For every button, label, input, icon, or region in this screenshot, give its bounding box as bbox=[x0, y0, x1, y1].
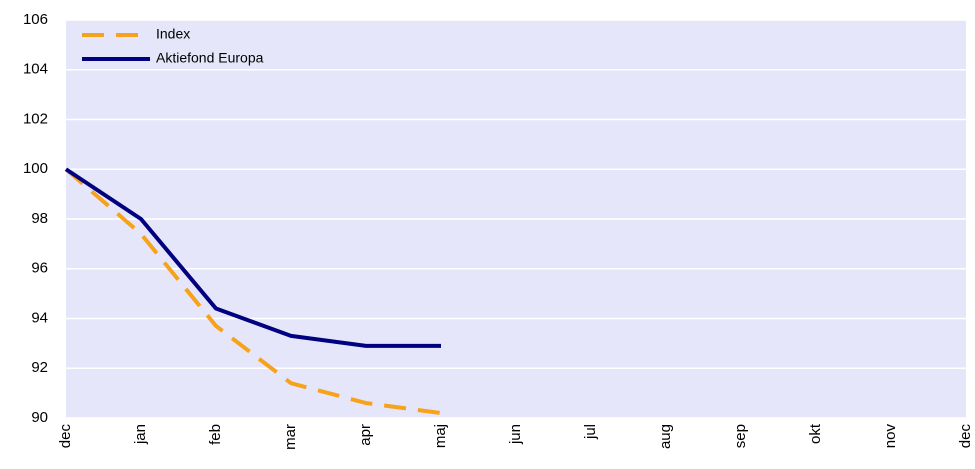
legend-label: Aktiefond Europa bbox=[156, 50, 264, 66]
x-tick-label: aug bbox=[657, 424, 674, 449]
series-line bbox=[64, 167, 442, 416]
series-line bbox=[64, 167, 441, 348]
x-tick-label: jul bbox=[582, 424, 599, 440]
y-tick-label: 102 bbox=[23, 110, 48, 127]
y-tick-label: 96 bbox=[31, 260, 48, 277]
y-tick-label: 106 bbox=[23, 11, 48, 28]
x-tick-label: jan bbox=[132, 424, 149, 445]
y-tick-label: 98 bbox=[31, 210, 48, 227]
x-tick-label: mar bbox=[282, 424, 299, 450]
y-tick-label: 104 bbox=[23, 61, 48, 78]
x-tick-label: maj bbox=[432, 424, 449, 448]
y-tick-label: 92 bbox=[31, 359, 48, 376]
y-tick-label: 100 bbox=[23, 160, 48, 177]
x-tick-label: nov bbox=[882, 424, 899, 449]
x-tick-label: dec bbox=[957, 424, 974, 449]
x-tick-label: sep bbox=[732, 424, 749, 448]
x-tick-label: jun bbox=[507, 424, 524, 445]
y-tick-label: 94 bbox=[31, 309, 48, 326]
y-tick-label: 90 bbox=[31, 409, 48, 426]
x-tick-label: okt bbox=[807, 423, 824, 444]
legend-label: Index bbox=[156, 26, 190, 42]
x-tick-label: feb bbox=[207, 424, 224, 445]
x-tick-label: dec bbox=[57, 424, 74, 449]
x-tick-label: apr bbox=[357, 424, 374, 446]
